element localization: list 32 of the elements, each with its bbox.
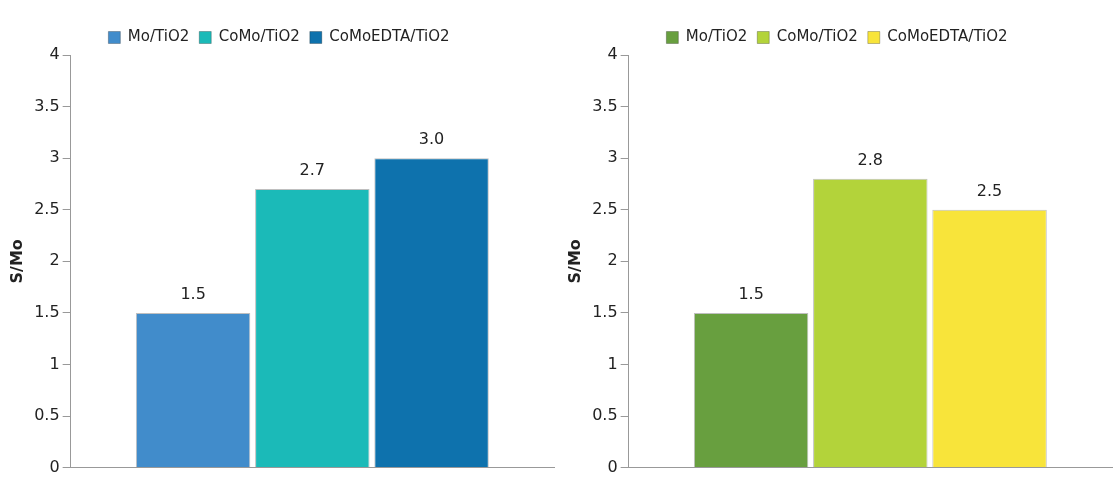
data-label: 2.5	[976, 180, 1003, 200]
y-tick-label: 1.5	[34, 302, 60, 322]
data-label: 3.0	[418, 129, 445, 149]
y-tick-label: 2	[607, 250, 618, 270]
y-tick-label: 3	[607, 147, 618, 167]
y-tick-label: 1.5	[592, 302, 618, 322]
y-tick-label: 4	[49, 44, 60, 64]
legend-label: CoMo/TiO2	[218, 27, 300, 46]
y-tick-label: 2	[49, 250, 60, 270]
y-tick-label: 1	[607, 353, 618, 373]
y-axis-title: S/Mo	[564, 239, 584, 284]
y-tick-label: 3.5	[592, 95, 618, 115]
y-tick-label: 0	[49, 456, 60, 476]
y-tick-label: 0	[607, 456, 618, 476]
legend-label: CoMo/TiO2	[776, 27, 858, 46]
y-tick-label: 0.5	[34, 405, 60, 425]
y-axis-title: S/Mo	[6, 239, 26, 284]
legend-label: Mo/TiO2	[127, 27, 190, 46]
y-tick-label: 2.5	[592, 198, 618, 218]
y-tick-label: 4	[607, 44, 618, 64]
data-label: 2.7	[299, 160, 326, 180]
y-tick-label: 0.5	[592, 405, 618, 425]
y-tick-label: 1	[49, 353, 60, 373]
y-tick-label: 3	[49, 147, 60, 167]
data-label: 1.5	[180, 284, 206, 304]
y-tick-label: 2.5	[34, 198, 60, 218]
data-label: 1.5	[738, 284, 764, 304]
legend-label: CoMoEDTA/TiO2	[329, 27, 450, 46]
data-label: 2.8	[857, 149, 884, 169]
legend-label: Mo/TiO2	[685, 27, 748, 46]
legend-label: CoMoEDTA/TiO2	[887, 27, 1008, 46]
y-tick-label: 3.5	[34, 95, 60, 115]
